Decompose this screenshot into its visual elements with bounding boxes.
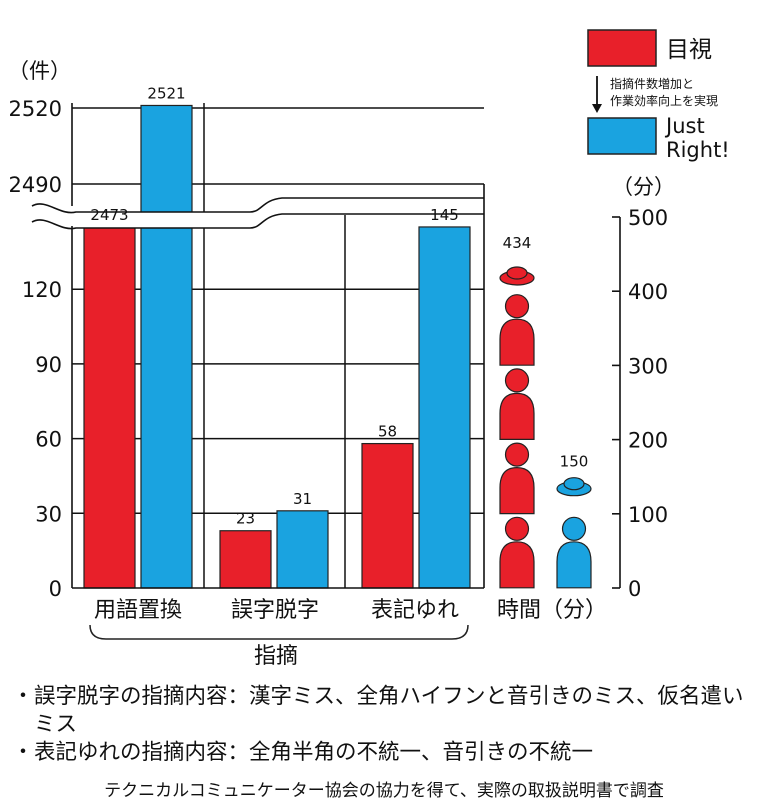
category-label-1: 用語置換 (94, 598, 182, 623)
category-label-3: 表記ゆれ (371, 598, 459, 623)
legend-swatch-justright (587, 117, 657, 155)
legend-note: 指摘件数増加と 作業効率向上を実現 (610, 76, 718, 108)
person-body (499, 318, 535, 366)
person-head (504, 294, 530, 319)
right-tick-label: 300 (628, 354, 668, 378)
note-item: ・ 表記ゆれの指摘内容：全角半角の不統一、音引きの不統一 (12, 739, 757, 767)
right-tick-label: 200 (628, 429, 668, 453)
right-tick-label: 400 (628, 280, 668, 304)
person-head (504, 368, 530, 393)
note-bullet: ・ (12, 740, 34, 765)
bar (83, 226, 136, 589)
right-tick-label: 500 (628, 206, 668, 230)
person-icon (499, 368, 535, 440)
person-body (499, 392, 535, 440)
bar (219, 530, 272, 589)
legend-swatch-visual (587, 29, 657, 67)
person-partial-icon (556, 477, 592, 497)
person-body (556, 541, 592, 589)
bar-value-label: 58 (378, 423, 397, 441)
notes: ・ 誤字脱字の指摘内容：漢字ミス、全角ハイフンと音引きのミス、仮名遣いミス ・ … (12, 683, 757, 767)
note-text: 誤字脱字の指摘内容：漢字ミス、全角ハイフンと音引きのミス、仮名遣いミス (34, 684, 744, 737)
time-value-label: 150 (560, 453, 589, 471)
left-axis-unit-label: （件） (8, 59, 71, 83)
axis-break-fill (32, 198, 484, 229)
category-label-2: 誤字脱字 (231, 598, 319, 623)
labels: 2473 23 58 2521 31 145 0 30 60 90 120 2490 2520 0 100 2… (9, 84, 669, 601)
axis-break-line (31, 197, 484, 214)
left-tick-label: 60 (35, 428, 62, 452)
time-value-label: 434 (503, 234, 532, 252)
people-icons (499, 266, 592, 589)
bar-value-label: 2473 (90, 206, 128, 224)
left-tick-label: 2520 (9, 97, 62, 121)
person-icon (499, 442, 535, 515)
axis-break-line (31, 213, 484, 230)
left-tick-label: 0 (49, 577, 62, 601)
person-head (504, 442, 530, 467)
bar (140, 104, 193, 589)
right-tick-label: 0 (628, 577, 641, 601)
left-tick-label: 30 (35, 502, 62, 526)
bar (361, 442, 414, 589)
note-item: ・ 誤字脱字の指摘内容：漢字ミス、全角ハイフンと音引きのミス、仮名遣いミス (12, 683, 757, 739)
person-head (561, 516, 587, 541)
axes (31, 103, 621, 589)
time-axis-label: 時間（分） (497, 598, 607, 623)
right-axis-unit-label: （分） (612, 175, 675, 199)
left-tick-label: 2490 (9, 173, 62, 197)
legend-label-justright: Just Right! (664, 114, 730, 162)
bar-value-label: 145 (430, 206, 459, 224)
note-bullet: ・ (12, 684, 34, 709)
bar (418, 226, 471, 589)
category-group-brace (89, 624, 469, 640)
bar (276, 510, 329, 589)
source-note: テクニカルコミュニケーター協会の協力を得て、実際の取扱説明書で調査 (104, 781, 664, 801)
left-tick-label: 90 (35, 353, 62, 377)
person-partial-icon (499, 266, 535, 286)
note-text: 表記ゆれの指摘内容：全角半角の不統一、音引きの不統一 (34, 740, 594, 765)
bars (83, 104, 471, 589)
legend-label-visual: 目視 (666, 37, 712, 63)
bar-value-label: 31 (293, 490, 312, 508)
person-head (504, 516, 530, 541)
person-body (499, 466, 535, 515)
person-icon (499, 516, 535, 589)
person-partial-top (506, 266, 528, 280)
legend-arrow-head (592, 104, 602, 113)
right-tick-label: 100 (628, 503, 668, 527)
person-body (499, 541, 535, 589)
person-icon (556, 516, 592, 589)
person-icon (499, 294, 535, 366)
bar-value-label: 23 (236, 510, 255, 528)
category-group-label: 指摘 (254, 644, 298, 669)
left-tick-label: 120 (22, 278, 62, 302)
person-partial-top (563, 477, 585, 491)
bar-value-label: 2521 (147, 84, 185, 102)
